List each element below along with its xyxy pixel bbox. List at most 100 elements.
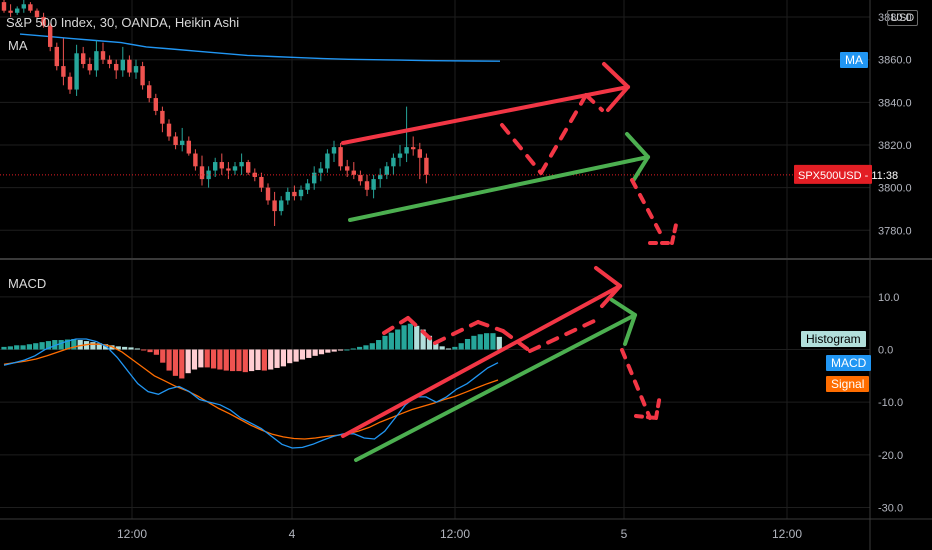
- chart-title: S&P 500 Index, 30, OANDA, Heikin Ashi: [6, 15, 240, 30]
- histogram-bar: [147, 349, 153, 353]
- candle-body: [54, 46, 59, 67]
- histogram-bar: [312, 349, 318, 356]
- histogram-bar: [210, 349, 217, 369]
- ma-line-path: [19, 33, 501, 62]
- histogram-bar: [236, 349, 242, 372]
- red-dashed-path: [501, 329, 532, 353]
- candle-body: [331, 147, 337, 154]
- time-tick-label: 12:00: [440, 527, 470, 541]
- macd-axis: 10.0 0.0 -10.0 -20.0 -30.0: [878, 292, 903, 515]
- candle-body: [226, 168, 231, 171]
- red-dashed-path: [620, 348, 652, 420]
- histogram-bar: [414, 325, 420, 350]
- histogram-bar: [268, 349, 274, 370]
- green-arrowhead: [623, 313, 637, 346]
- time-tick-label: 12:00: [772, 527, 802, 541]
- candle-body: [199, 166, 205, 180]
- candle-body: [265, 187, 271, 201]
- histogram-bar: [464, 338, 471, 350]
- price-tick-label: 3860.0: [878, 55, 912, 67]
- histogram-bar: [344, 349, 350, 351]
- histogram-bar: [242, 349, 248, 373]
- green-support-arrow: [348, 155, 650, 222]
- histogram-bar: [141, 349, 147, 351]
- candle-body: [345, 166, 350, 171]
- red-dashed-path: [539, 93, 588, 175]
- candle-body: [133, 66, 139, 73]
- histogram-bar: [274, 349, 280, 368]
- histogram-bar: [407, 323, 413, 350]
- histogram-bar: [185, 349, 191, 374]
- price-tag-box: [794, 164, 872, 184]
- histogram-bar: [39, 342, 45, 350]
- candle-body: [298, 189, 304, 197]
- histogram-bar: [433, 342, 439, 350]
- histogram-bar: [172, 349, 179, 376]
- candle-body: [239, 162, 244, 167]
- red-dashed-path: [630, 178, 666, 242]
- green-arrowhead: [631, 155, 650, 183]
- histogram-bar: [484, 333, 490, 350]
- histogram-bar: [71, 338, 77, 350]
- red-resistance-arrow: [341, 85, 630, 145]
- histogram-bar: [58, 340, 64, 350]
- currency-badge[interactable]: USD: [887, 10, 919, 26]
- histogram-bar: [490, 333, 496, 350]
- red-dashed-path: [476, 320, 505, 333]
- ma-indicator-label[interactable]: MA: [8, 38, 28, 53]
- macd-tick-label: -20.0: [878, 450, 903, 462]
- drawn-annotations: [341, 62, 679, 462]
- macd-tick-label: 10.0: [878, 292, 899, 304]
- candle-body: [358, 174, 363, 182]
- histogram-bar: [204, 349, 210, 368]
- histogram-bar: [52, 340, 58, 350]
- candle-body: [127, 59, 132, 73]
- candle-body: [34, 10, 40, 18]
- time-axis: 12:00 4 12:00 5 12:00: [117, 527, 802, 541]
- candle-body: [166, 123, 172, 137]
- histogram-bar: [160, 349, 166, 363]
- histogram-bar: [96, 343, 102, 350]
- histogram-bar: [395, 329, 401, 350]
- price-tick-label: 3780.0: [878, 225, 912, 237]
- red-arrowhead: [600, 284, 622, 308]
- histogram-bar: [122, 346, 128, 350]
- candle-body: [378, 174, 383, 180]
- histogram-bar: [255, 349, 261, 371]
- red-dashed-path: [528, 319, 596, 353]
- candle-body: [87, 63, 92, 71]
- histogram-bar: [280, 349, 286, 367]
- histogram-bar: [477, 334, 483, 350]
- time-tick-label: 12:00: [117, 527, 147, 541]
- candle-body: [173, 136, 178, 145]
- moving-average: [19, 33, 501, 62]
- histogram-bar: [420, 329, 426, 350]
- histogram-bar: [90, 342, 96, 350]
- candle-body: [252, 172, 257, 177]
- candle-body: [15, 8, 20, 13]
- candle-body: [140, 66, 145, 86]
- green-macd-arrow: [354, 313, 637, 462]
- last-price-tag: SPX500USD - 11:38: [794, 164, 898, 184]
- histogram-bar: [401, 325, 407, 350]
- macd-indicator-label[interactable]: MACD: [8, 276, 47, 291]
- red-dashed-path: [670, 218, 679, 245]
- histogram-bar: [166, 349, 172, 371]
- histogram-bar: [337, 349, 344, 351]
- time-tick-label: 5: [621, 527, 628, 541]
- candle-body: [193, 153, 198, 167]
- candle-body: [312, 172, 317, 184]
- candle-body: [100, 51, 106, 60]
- candle-body: [232, 166, 238, 171]
- histogram-bar: [458, 343, 464, 350]
- histogram-bar: [318, 349, 325, 355]
- macd-tick-label: -10.0: [878, 397, 903, 409]
- macd-tick-label: 0.0: [878, 345, 893, 357]
- histogram-bar: [287, 349, 293, 364]
- candle-body: [41, 17, 46, 26]
- histogram-bar: [350, 348, 356, 350]
- red-arrowhead: [602, 62, 630, 89]
- candle-body: [272, 200, 277, 212]
